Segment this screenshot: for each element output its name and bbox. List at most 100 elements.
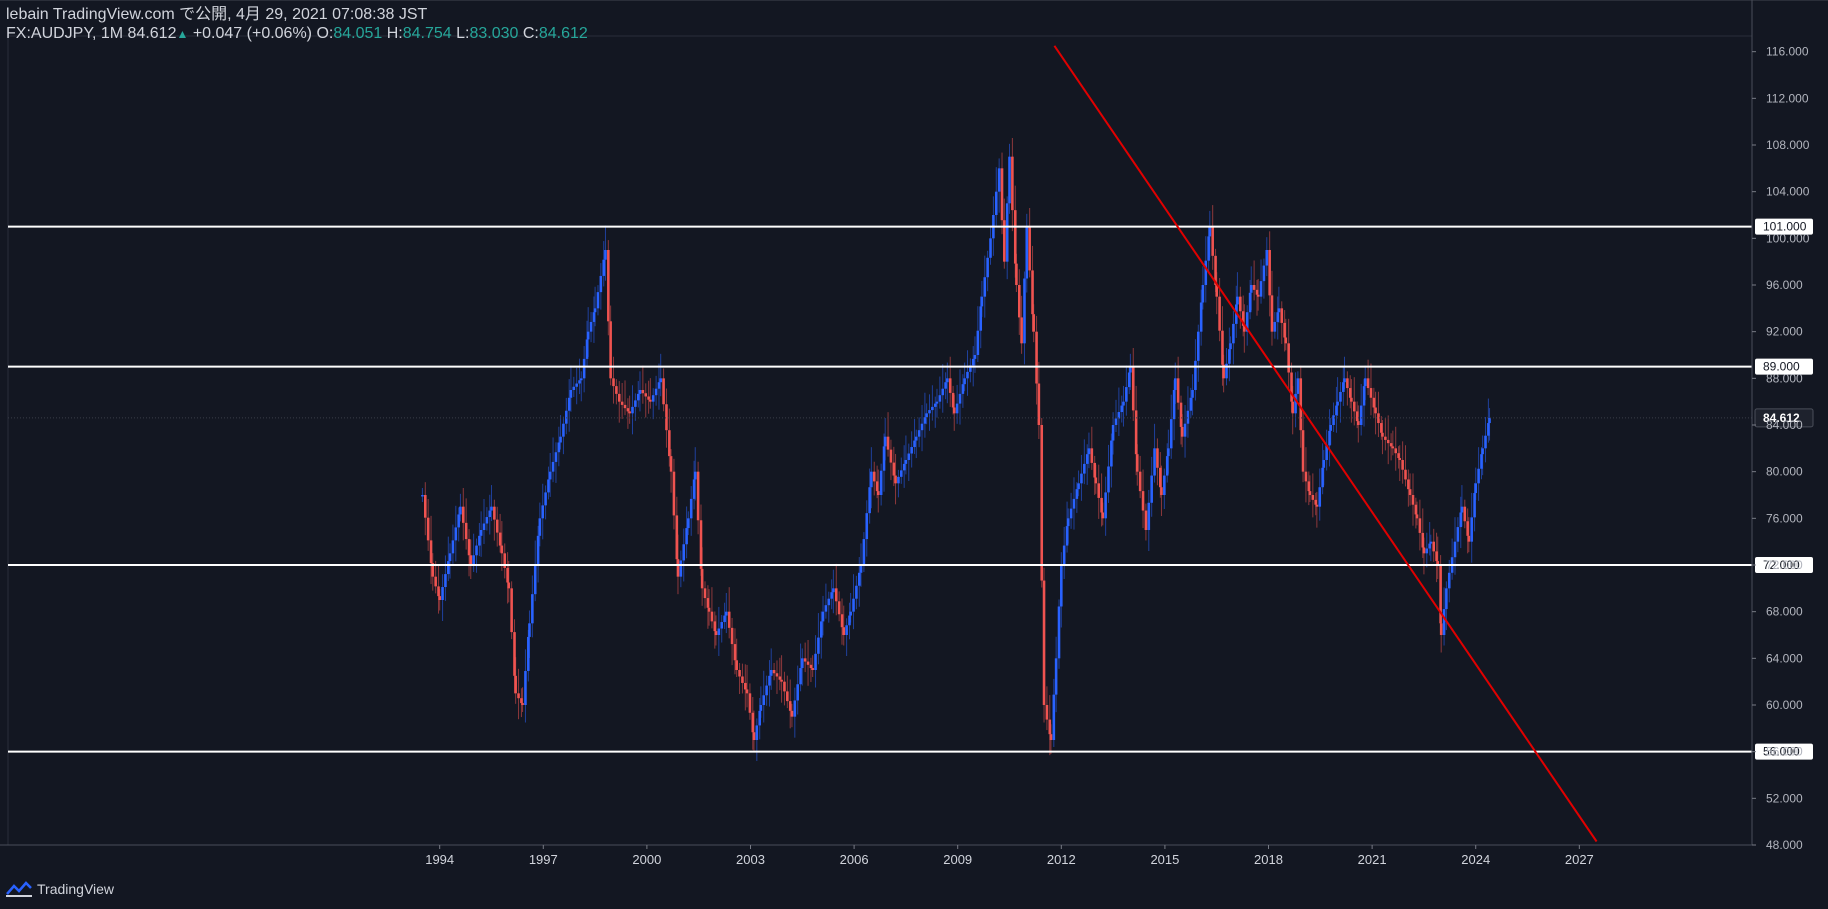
- candle-body: [1394, 448, 1398, 454]
- candle-body: [593, 308, 597, 313]
- level-tag-bg: [1755, 358, 1813, 375]
- candle-body: [1273, 321, 1277, 332]
- x-tick-label: 2012: [1047, 852, 1076, 867]
- candle-body: [675, 515, 679, 560]
- candle-body: [1386, 439, 1390, 444]
- candle-body: [1183, 423, 1187, 437]
- low-value: 83.030: [469, 25, 519, 42]
- level-price-tag: 72.000: [1755, 557, 1813, 573]
- y-tick-label: 116.000: [1766, 45, 1809, 59]
- candle-body: [1239, 296, 1242, 312]
- candle-body: [441, 587, 444, 600]
- candle-body: [1097, 483, 1101, 498]
- candle-body: [651, 395, 655, 402]
- candle-body: [1169, 419, 1173, 449]
- candle-body: [620, 401, 624, 405]
- candle-body: [1204, 260, 1208, 285]
- close-label: C:: [522, 25, 539, 42]
- publish-info: lebain TradingView.com で公開, 4月 29, 2021 …: [6, 6, 428, 23]
- tradingview-logo-icon: [6, 881, 32, 897]
- y-tick-label: 76.000: [1766, 511, 1803, 525]
- candle-body: [872, 471, 876, 482]
- candle-body: [689, 498, 693, 519]
- candle-body: [1429, 541, 1433, 544]
- candle-body: [914, 436, 918, 441]
- brand-label: TradingView: [37, 881, 115, 897]
- candle-body: [827, 598, 831, 606]
- candle-body: [631, 406, 634, 414]
- candle-body: [917, 430, 921, 437]
- grid-layer: [7, 35, 1753, 846]
- candle-body: [725, 611, 728, 616]
- candle-body: [1015, 263, 1018, 285]
- y-tick-label: 88.000: [1766, 371, 1803, 385]
- candle-body: [1060, 565, 1063, 607]
- candle-body: [1404, 469, 1407, 480]
- candle-body: [662, 378, 665, 405]
- x-tick-label: 2024: [1461, 852, 1490, 867]
- candle-body: [1160, 487, 1163, 495]
- candle-body: [1252, 285, 1256, 290]
- candle-body: [961, 384, 965, 394]
- candle-body: [707, 607, 711, 612]
- candle-body: [1011, 156, 1014, 211]
- candle-body: [1248, 292, 1252, 313]
- candle-body: [668, 430, 671, 457]
- candle-body: [1028, 226, 1031, 271]
- price-change: +0.047 (+0.06%): [192, 25, 313, 42]
- candle-body: [1003, 220, 1006, 262]
- candle-body: [1481, 448, 1484, 455]
- candle-body: [1307, 481, 1311, 492]
- candle-body: [882, 446, 886, 471]
- candle-body: [951, 392, 955, 408]
- candle-body: [923, 417, 927, 424]
- candle-body: [672, 471, 676, 516]
- close-value: 84.612: [538, 25, 588, 42]
- candle-body: [900, 470, 903, 477]
- candle-body: [1241, 311, 1245, 326]
- candle-body: [1477, 468, 1480, 484]
- candle-body: [696, 471, 700, 521]
- candle-body: [669, 456, 673, 472]
- candle-body: [710, 611, 714, 622]
- candle-body: [589, 321, 593, 332]
- level-tag-bg: [1755, 743, 1813, 760]
- footer-brand[interactable]: TradingView: [6, 880, 114, 898]
- candle-body: [931, 406, 934, 411]
- candle-body: [811, 668, 814, 670]
- candle-body: [1294, 393, 1297, 414]
- candle-body: [665, 404, 668, 431]
- candle-body: [1459, 512, 1463, 528]
- candle-body: [1122, 401, 1125, 406]
- candle-body: [507, 582, 511, 589]
- candle-body: [1329, 425, 1332, 431]
- candle-body: [617, 393, 621, 402]
- candle-body: [786, 691, 789, 702]
- candle-body: [559, 436, 562, 443]
- candle-body: [1328, 430, 1331, 446]
- candle-body: [1129, 366, 1132, 373]
- candle-body: [459, 506, 462, 515]
- candle-body: [1199, 302, 1203, 332]
- candle-body: [493, 506, 496, 520]
- candle-body: [426, 517, 430, 541]
- symbol-label[interactable]: FX:AUDJPY, 1M: [6, 25, 124, 42]
- candle-body: [1163, 475, 1166, 495]
- candle-body: [478, 535, 481, 546]
- candle-body: [1366, 378, 1370, 389]
- candle-body: [538, 518, 542, 536]
- candle-body: [557, 442, 561, 453]
- candle-body: [796, 684, 799, 701]
- candle-body: [1342, 382, 1345, 392]
- candle-body: [1005, 203, 1009, 262]
- candle-body: [495, 519, 499, 533]
- candle-body: [582, 358, 586, 379]
- candle-body: [517, 693, 520, 699]
- candle-body: [596, 292, 600, 309]
- candle-body: [682, 544, 686, 561]
- candle-body: [634, 400, 637, 407]
- y-tick-label: 112.000: [1766, 91, 1809, 105]
- candle-body: [723, 615, 726, 623]
- candle-body: [1214, 255, 1217, 285]
